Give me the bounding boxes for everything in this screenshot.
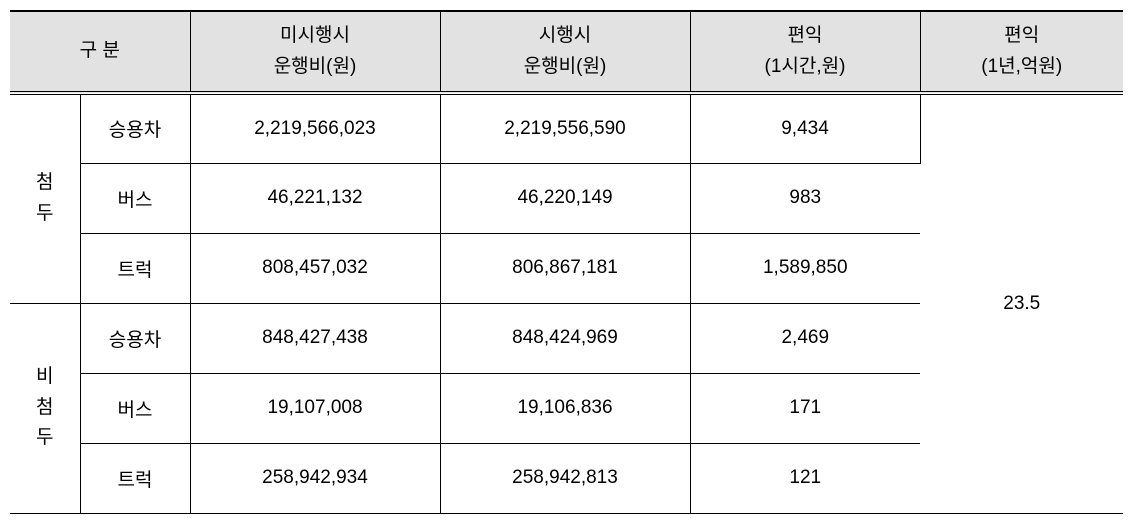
header-col4: 편익 (1년,억원) (920, 11, 1123, 93)
group-label-offpeak: 비 첨 두 (10, 303, 80, 513)
data-cell: 2,219,566,023 (190, 93, 440, 163)
data-cell: 19,107,008 (190, 373, 440, 443)
group2-char3: 두 (36, 427, 53, 448)
group2-char2: 첨 (36, 397, 53, 418)
vehicle-cell: 승용차 (80, 93, 190, 163)
header-group-label: 구 분 (80, 40, 120, 61)
header-col1: 미시행시 운행비(원) (190, 11, 440, 93)
header-row: 구 분 미시행시 운행비(원) 시행시 운행비(원) 편익 (1시간,원) 편익… (10, 11, 1123, 93)
header-col3-line1: 편익 (788, 25, 823, 46)
header-col4-line2: (1년,억원) (981, 56, 1062, 77)
annual-benefit-cell: 23.5 (920, 93, 1123, 513)
table-row: 첨 두 승용차 2,219,566,023 2,219,556,590 9,43… (10, 93, 1123, 163)
data-cell: 808,457,032 (190, 233, 440, 303)
data-cell: 9,434 (690, 93, 920, 163)
data-cell: 2,219,556,590 (440, 93, 690, 163)
header-col2-line2: 운행비(원) (524, 56, 607, 77)
group-label-peak: 첨 두 (10, 93, 80, 303)
data-cell: 848,427,438 (190, 303, 440, 373)
data-cell: 258,942,934 (190, 443, 440, 513)
group1-char2: 두 (36, 203, 53, 224)
data-cell: 983 (690, 163, 920, 233)
data-cell: 848,424,969 (440, 303, 690, 373)
data-cell: 258,942,813 (440, 443, 690, 513)
data-cell: 121 (690, 443, 920, 513)
header-col1-line2: 운행비(원) (274, 56, 357, 77)
header-col2: 시행시 운행비(원) (440, 11, 690, 93)
data-cell: 2,469 (690, 303, 920, 373)
group1-char1: 첨 (36, 172, 53, 193)
table-body: 첨 두 승용차 2,219,566,023 2,219,556,590 9,43… (10, 93, 1123, 513)
data-cell: 171 (690, 373, 920, 443)
header-col3: 편익 (1시간,원) (690, 11, 920, 93)
data-cell: 46,221,132 (190, 163, 440, 233)
header-col4-line1: 편익 (1004, 25, 1039, 46)
header-col2-line1: 시행시 (539, 25, 591, 46)
header-col1-line1: 미시행시 (280, 25, 350, 46)
data-table: 구 분 미시행시 운행비(원) 시행시 운행비(원) 편익 (1시간,원) 편익… (10, 10, 1123, 514)
vehicle-cell: 버스 (80, 373, 190, 443)
vehicle-cell: 트럭 (80, 443, 190, 513)
data-cell: 19,106,836 (440, 373, 690, 443)
header-col3-line2: (1시간,원) (765, 56, 846, 77)
data-cell: 46,220,149 (440, 163, 690, 233)
data-cell: 1,589,850 (690, 233, 920, 303)
data-cell: 806,867,181 (440, 233, 690, 303)
vehicle-cell: 승용차 (80, 303, 190, 373)
vehicle-cell: 버스 (80, 163, 190, 233)
group2-char1: 비 (36, 366, 53, 387)
header-group: 구 분 (10, 11, 190, 93)
vehicle-cell: 트럭 (80, 233, 190, 303)
